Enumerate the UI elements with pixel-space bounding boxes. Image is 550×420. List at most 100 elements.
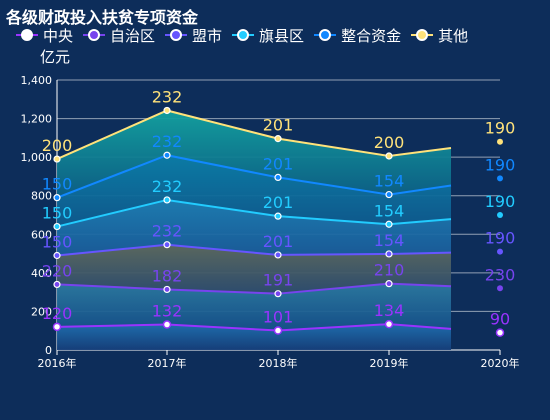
data-point (385, 152, 393, 160)
data-label: 201 (263, 232, 294, 251)
data-label: 190 (485, 155, 516, 174)
data-point (163, 196, 171, 204)
legend-swatch (83, 28, 106, 42)
data-label: 190 (485, 192, 516, 211)
data-point (274, 290, 282, 298)
area-band-4 (57, 155, 451, 227)
legend-item[interactable]: 旗县区 (232, 25, 304, 46)
legend-item[interactable]: 整合资金 (314, 25, 401, 46)
data-point (53, 280, 61, 289)
data-point (273, 326, 283, 335)
x-tick-label: 2017年 (148, 356, 187, 370)
legend-swatch (232, 28, 255, 42)
data-point (53, 222, 61, 231)
y-tick-label: 800 (31, 190, 52, 203)
data-label: 150 (42, 204, 73, 223)
legend-item[interactable]: 盟市 (165, 25, 222, 46)
data-point (163, 241, 171, 249)
data-point (163, 285, 171, 294)
data-point (274, 135, 282, 143)
area-band-3 (57, 199, 451, 256)
legend-item[interactable]: 中央 (16, 25, 73, 46)
data-point (385, 250, 393, 258)
data-label: 101 (263, 308, 294, 327)
chart-legend: 中央 自治区 盟市 旗县区 整合资金 其他 (16, 24, 478, 46)
data-label: 150 (42, 233, 73, 252)
data-label: 232 (152, 132, 183, 151)
y-tick-label: 600 (31, 228, 52, 241)
data-point (274, 212, 282, 220)
y-tick-label: 1,400 (21, 74, 53, 87)
data-point (495, 328, 505, 337)
data-point (385, 190, 393, 199)
legend-swatch (411, 28, 434, 42)
data-label: 132 (152, 302, 183, 321)
data-label: 230 (485, 265, 516, 284)
data-point (497, 285, 503, 292)
data-label: 154 (374, 172, 405, 191)
data-point (163, 106, 171, 115)
data-point (385, 220, 393, 228)
legend-label: 其他 (438, 26, 469, 45)
data-point (497, 212, 503, 218)
data-label: 232 (152, 177, 183, 196)
data-label: 120 (42, 304, 73, 323)
legend-label: 盟市 (192, 26, 223, 45)
data-label: 220 (42, 261, 73, 280)
data-label: 154 (374, 231, 405, 250)
data-label: 232 (152, 87, 183, 106)
data-point (53, 251, 61, 260)
area-band-0 (57, 324, 451, 350)
x-tick-label: 2018年 (259, 356, 298, 370)
data-point (53, 155, 61, 163)
area-band-1 (57, 283, 451, 331)
data-label: 90 (490, 310, 510, 329)
data-label: 190 (485, 229, 516, 248)
data-label: 150 (42, 175, 73, 194)
data-point (497, 248, 503, 255)
area-band-5 (57, 110, 451, 198)
data-label: 190 (485, 119, 516, 138)
legend-item[interactable]: 自治区 (83, 25, 155, 46)
legend-swatch (314, 28, 337, 42)
legend-label: 中央 (43, 26, 74, 45)
data-label: 200 (42, 136, 73, 155)
data-point (274, 251, 282, 259)
legend-label: 自治区 (110, 26, 156, 45)
y-tick-label: 1,200 (21, 113, 53, 126)
area-layer (57, 110, 451, 350)
data-label: 232 (152, 222, 183, 241)
data-label: 134 (374, 301, 405, 320)
data-point (52, 322, 62, 332)
legend-item[interactable]: 其他 (411, 25, 468, 46)
data-label: 191 (263, 271, 294, 290)
legend-label: 整合资金 (341, 26, 402, 45)
data-label: 200 (374, 133, 405, 152)
data-point (384, 319, 394, 329)
y-tick-label: 0 (45, 344, 52, 357)
data-point (162, 320, 172, 329)
chart-title: 各级财政投入扶贫专项资金 (6, 8, 199, 27)
data-point (497, 175, 503, 182)
data-point (53, 194, 61, 202)
y-tick-label: 200 (31, 305, 52, 318)
data-label: 201 (263, 116, 294, 135)
legend-label: 旗县区 (259, 26, 305, 45)
x-tick-label: 2020年 (481, 356, 520, 370)
data-point (274, 173, 282, 181)
data-point (385, 280, 393, 288)
area-band-2 (57, 244, 451, 294)
legend-swatch (16, 28, 38, 42)
x-tick-label: 2016年 (38, 356, 77, 370)
data-point (497, 138, 503, 145)
y-tick-label: 1,000 (21, 151, 53, 164)
x-tick-label: 2019年 (370, 356, 409, 370)
y-axis-label: 亿元 (40, 48, 71, 66)
data-label: 201 (263, 154, 294, 173)
data-label: 182 (152, 266, 183, 285)
legend-swatch (165, 28, 188, 42)
data-point (163, 151, 171, 159)
y-tick-label: 400 (31, 267, 52, 280)
